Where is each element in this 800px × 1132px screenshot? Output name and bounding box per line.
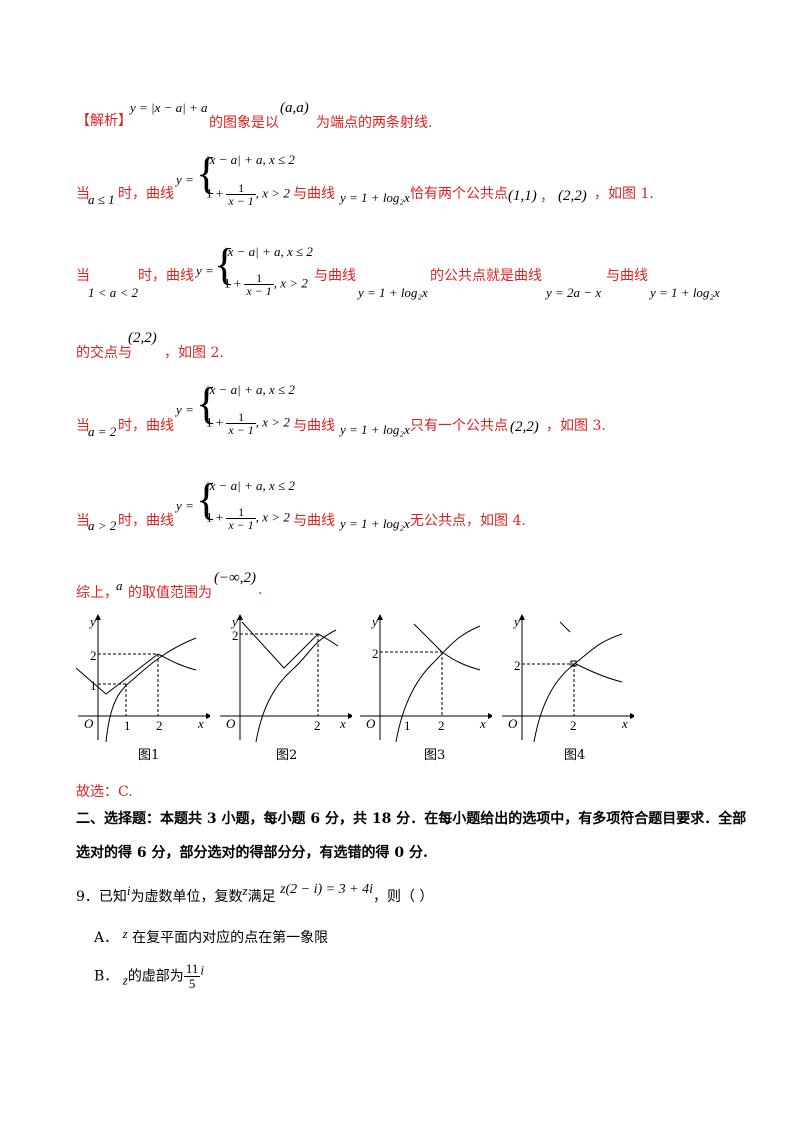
text: . bbox=[258, 582, 263, 598]
figure-1: y x O 2 1 1 2 bbox=[75, 614, 210, 742]
svg-text:2: 2 bbox=[372, 646, 379, 661]
text: 与曲线 bbox=[314, 268, 356, 284]
text: 与曲线 bbox=[606, 268, 648, 284]
figure-2: y x O 2 2 bbox=[220, 614, 352, 742]
caption-fig3: 图3 bbox=[424, 748, 446, 763]
svg-text:O: O bbox=[226, 716, 236, 731]
svg-text:x: x bbox=[197, 716, 204, 731]
text: 的公共点就是曲线 bbox=[430, 268, 542, 284]
cond-a-gt-2: a > 2 bbox=[88, 518, 117, 533]
svg-text:x: x bbox=[339, 716, 346, 731]
text: 只有一个公共点 bbox=[410, 418, 508, 434]
figure-3: y x O 2 1 2 bbox=[360, 614, 492, 742]
text: 时，曲线 bbox=[118, 186, 174, 202]
text: 与曲线 bbox=[293, 418, 335, 434]
svg-text:2: 2 bbox=[232, 628, 239, 643]
var-a: a bbox=[116, 578, 123, 593]
section-heading-line2: 选对的得 6 分，部分选对的得部分分，有选错的得 0 分. bbox=[76, 845, 428, 861]
svg-text:2: 2 bbox=[156, 718, 163, 733]
text: ，如图 3. bbox=[546, 418, 606, 434]
text: 当 bbox=[76, 268, 90, 284]
svg-text:1: 1 bbox=[404, 718, 411, 733]
svg-text:2: 2 bbox=[314, 718, 321, 733]
svg-text:x: x bbox=[479, 716, 486, 731]
text: 时，曲线 bbox=[138, 268, 194, 284]
text: 当 bbox=[76, 513, 90, 529]
formula-abs: y = |x − a| + a bbox=[130, 100, 208, 115]
text: 与曲线 bbox=[293, 186, 335, 202]
point-2-2: (2,2) bbox=[128, 330, 157, 346]
svg-text:2: 2 bbox=[438, 718, 445, 733]
option-a[interactable]: A． z 在复平面内对应的点在第一象限 bbox=[94, 926, 329, 946]
piece-top: |x − a| + a, x ≤ 2 bbox=[206, 152, 295, 167]
section-heading-line1: 二、选择题：本题共 3 小题，每小题 6 分，共 18 分．在每小题给出的选项中… bbox=[76, 811, 747, 827]
log-curve: y = 1 + log₂x bbox=[340, 422, 410, 437]
q9-stem: 9．已知i为虚数单位，复数z满足 z(2 − i) = 3 + 4i，则（ ） bbox=[76, 882, 434, 905]
point-aa: (a,a) bbox=[280, 100, 309, 116]
point-2-2: (2,2) bbox=[510, 419, 539, 435]
log-curve: y = 1 + log₂x bbox=[358, 285, 428, 300]
point-2-2: (2,2) bbox=[558, 188, 587, 204]
text: ， bbox=[540, 189, 554, 205]
option-b[interactable]: B． z的虚部为 11 5 i bbox=[94, 961, 204, 991]
svg-text:y: y bbox=[230, 614, 238, 629]
cond-a-eq-2: a = 2 bbox=[88, 424, 117, 439]
cond-1-lt-a-lt-2: 1 < a < 2 bbox=[88, 285, 139, 300]
log-curve: y = 1 + log₂x bbox=[340, 516, 410, 531]
caption-fig4: 图4 bbox=[564, 748, 586, 763]
piece-top: |x − a| + a, x ≤ 2 bbox=[206, 478, 295, 493]
text: ，如图 2. bbox=[164, 345, 224, 361]
svg-text:1: 1 bbox=[90, 678, 97, 693]
piece-top: |x − a| + a, x ≤ 2 bbox=[224, 244, 313, 259]
svg-text:y: y bbox=[88, 614, 96, 629]
text: 当 bbox=[76, 418, 90, 434]
svg-text:O: O bbox=[366, 716, 376, 731]
caption-fig1: 图1 bbox=[138, 748, 160, 763]
range: (−∞,2) bbox=[214, 570, 257, 586]
svg-text:1: 1 bbox=[124, 718, 131, 733]
figure-4: y x O 2 2 bbox=[502, 614, 634, 742]
text: 恰有两个公共点 bbox=[410, 186, 508, 202]
text: 的图象是以 bbox=[209, 115, 279, 131]
line-2a-x: y = 2a − x bbox=[546, 285, 602, 300]
analysis-tag: 【解析】 bbox=[76, 113, 132, 129]
svg-text:y: y bbox=[512, 614, 520, 629]
text: 无公共点，如图 4. bbox=[410, 513, 526, 529]
svg-text:2: 2 bbox=[90, 648, 97, 663]
log-curve: y = 1 + log₂x bbox=[340, 190, 410, 205]
svg-text:y: y bbox=[370, 614, 378, 629]
svg-text:O: O bbox=[508, 716, 518, 731]
answer: 故选：C. bbox=[76, 784, 133, 800]
text: 的交点与 bbox=[76, 345, 132, 361]
svg-text:2: 2 bbox=[570, 718, 577, 733]
cond-a-le-1: a ≤ 1 bbox=[88, 192, 115, 207]
text: 为端点的两条射线. bbox=[316, 115, 433, 131]
piece-top: |x − a| + a, x ≤ 2 bbox=[206, 382, 295, 397]
point-1-1: (1,1) bbox=[508, 188, 537, 204]
text: ，如图 1. bbox=[594, 186, 654, 202]
text: 的取值范围为 bbox=[128, 585, 212, 601]
caption-fig2: 图2 bbox=[276, 748, 298, 763]
text: 时，曲线 bbox=[118, 418, 174, 434]
svg-text:2: 2 bbox=[514, 658, 521, 673]
svg-text:x: x bbox=[621, 716, 628, 731]
text: 时，曲线 bbox=[118, 513, 174, 529]
text: 当 bbox=[76, 186, 90, 202]
text: 综上， bbox=[76, 585, 118, 601]
log-curve: y = 1 + log₂x bbox=[650, 285, 720, 300]
text: 与曲线 bbox=[293, 513, 335, 529]
svg-text:O: O bbox=[84, 716, 94, 731]
